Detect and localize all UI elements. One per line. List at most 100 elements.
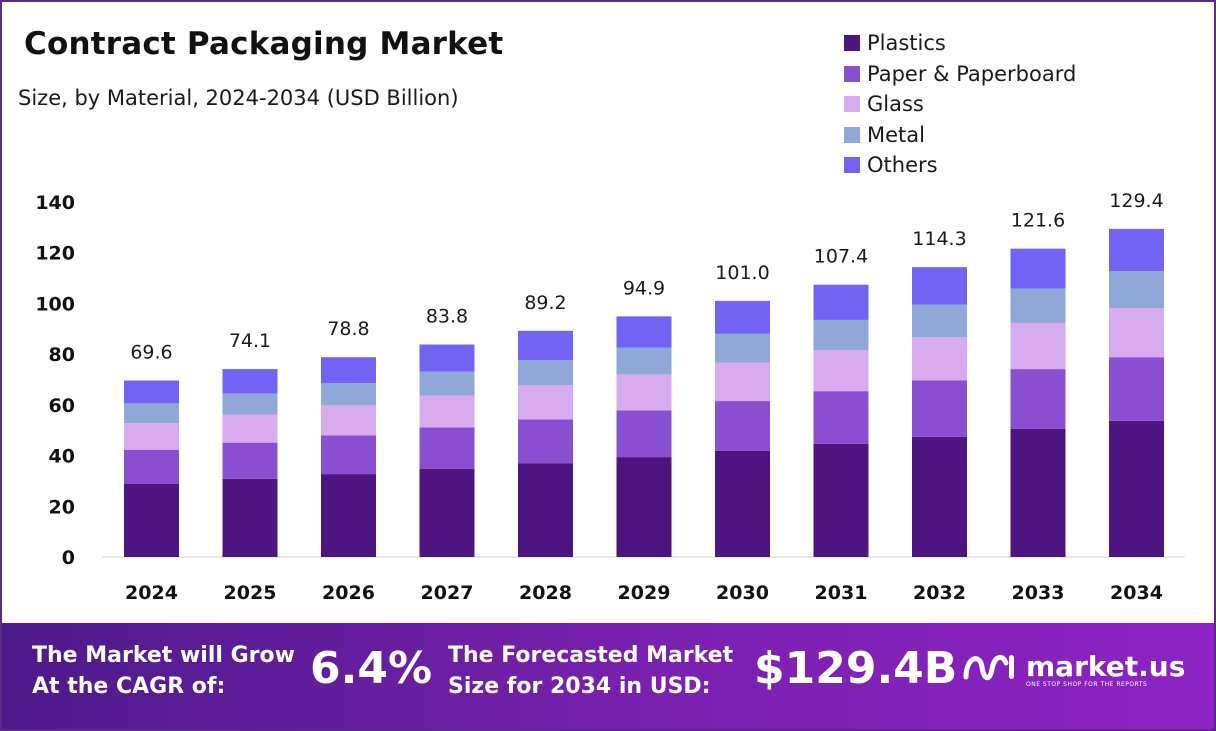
bar-segment bbox=[715, 450, 770, 557]
logo-tagline: ONE STOP SHOP FOR THE REPORTS bbox=[1026, 681, 1148, 688]
legend-label: Glass bbox=[867, 92, 924, 117]
chart-subtitle: Size, by Material, 2024-2034 (USD Billio… bbox=[18, 86, 459, 110]
bar-segment bbox=[912, 337, 967, 381]
bar-segment bbox=[419, 344, 475, 372]
bar-total-label: 121.6 bbox=[1011, 210, 1065, 232]
bar-segment bbox=[222, 478, 278, 557]
bar-segment bbox=[222, 414, 278, 443]
bar-segment bbox=[124, 423, 179, 450]
bar-segment bbox=[321, 383, 376, 406]
bar-total-label: 69.6 bbox=[130, 342, 172, 364]
bar-segment bbox=[321, 474, 376, 557]
y-tick-label: 40 bbox=[49, 446, 75, 468]
bar-segment bbox=[813, 284, 869, 320]
bar-segment bbox=[1010, 428, 1066, 557]
legend-item: Others bbox=[844, 150, 1076, 181]
y-tick-label: 60 bbox=[49, 395, 75, 417]
bar-segment bbox=[321, 357, 376, 384]
bar-segment bbox=[813, 319, 869, 351]
bar-segment bbox=[1109, 357, 1164, 421]
bar-segment bbox=[715, 333, 770, 363]
bar-segment bbox=[912, 304, 967, 338]
bar-total-label: 94.9 bbox=[623, 277, 665, 299]
bar-segment bbox=[813, 391, 869, 444]
cagr-value: 6.4% bbox=[310, 643, 433, 694]
bar-segment bbox=[616, 374, 672, 411]
bar-segment bbox=[616, 410, 672, 458]
y-tick-label: 0 bbox=[62, 547, 75, 569]
bar-segment bbox=[715, 401, 770, 451]
bar-segment bbox=[518, 419, 573, 464]
bar-total-label: 83.8 bbox=[426, 306, 468, 328]
x-tick-label: 2026 bbox=[322, 582, 375, 604]
bar-segment bbox=[518, 463, 573, 557]
legend-swatch bbox=[844, 157, 860, 174]
bar-segment bbox=[518, 330, 573, 360]
chart-title: Contract Packaging Market bbox=[24, 26, 504, 62]
bar-segment bbox=[518, 385, 573, 420]
bar-total-label: 101.0 bbox=[715, 262, 769, 284]
legend-label: Others bbox=[867, 153, 938, 178]
bar-segment bbox=[124, 449, 179, 484]
bar-segment bbox=[124, 483, 179, 557]
x-tick-label: 2030 bbox=[716, 582, 769, 604]
bar-segment bbox=[616, 457, 672, 557]
logo-name: market.us bbox=[1026, 650, 1186, 683]
x-tick-label: 2027 bbox=[421, 582, 474, 604]
bar-segment bbox=[419, 371, 475, 396]
bar-segment bbox=[715, 300, 770, 334]
summary-banner: The Market will Grow At the CAGR of: 6.4… bbox=[2, 623, 1214, 729]
bar-segment bbox=[912, 267, 967, 305]
legend: Plastics Paper & Paperboard Glass Metal Othe… bbox=[844, 28, 1076, 181]
bar-segment bbox=[1010, 248, 1066, 289]
bar-segment bbox=[813, 350, 869, 392]
y-tick-label: 20 bbox=[49, 496, 75, 518]
bar-total-label: 129.4 bbox=[1109, 190, 1163, 212]
y-tick-label: 120 bbox=[35, 243, 75, 265]
marketus-logo-icon bbox=[963, 654, 1014, 681]
bar-segment bbox=[124, 380, 179, 404]
x-tick-label: 2034 bbox=[1110, 582, 1163, 604]
bar-segment bbox=[124, 403, 179, 424]
bar-segment bbox=[1010, 288, 1066, 323]
forecast-value: $129.4B bbox=[754, 643, 958, 694]
bar-segment bbox=[1109, 307, 1164, 358]
bar-segment bbox=[321, 405, 376, 436]
bar-segment bbox=[1010, 322, 1066, 370]
x-tick-label: 2028 bbox=[519, 582, 572, 604]
bar-segment bbox=[222, 369, 278, 394]
legend-item: Plastics bbox=[844, 28, 1076, 59]
forecast-label-line1: The Forecasted Market bbox=[448, 643, 734, 668]
bar-total-label: 107.4 bbox=[814, 246, 868, 268]
bar-total-label: 74.1 bbox=[229, 330, 271, 352]
legend-label: Plastics bbox=[867, 31, 946, 56]
bar-segment bbox=[518, 359, 573, 386]
x-tick-label: 2032 bbox=[913, 582, 966, 604]
bar-segment bbox=[1109, 228, 1164, 272]
bar-segment bbox=[616, 316, 672, 348]
x-tick-label: 2029 bbox=[618, 582, 671, 604]
bar-segment bbox=[813, 443, 869, 557]
cagr-label-line1: The Market will Grow bbox=[32, 643, 295, 668]
cagr-label-line2: At the CAGR of: bbox=[32, 674, 226, 699]
y-tick-label: 100 bbox=[35, 293, 75, 315]
marketus-logo[interactable]: market.us ONE STOP SHOP FOR THE REPORTS bbox=[962, 647, 1186, 688]
y-tick-label: 80 bbox=[49, 344, 75, 366]
bar-segment bbox=[419, 468, 475, 557]
bar-segment bbox=[419, 395, 475, 428]
legend-swatch bbox=[844, 96, 860, 113]
bar-segment bbox=[912, 380, 967, 437]
bar-segment bbox=[321, 435, 376, 475]
bar-segment bbox=[1109, 271, 1164, 308]
bar-segment bbox=[419, 427, 475, 469]
legend-item: Metal bbox=[844, 120, 1076, 151]
bar-segment bbox=[715, 362, 770, 402]
legend-label: Metal bbox=[867, 122, 925, 147]
stacked-bar-chart: 0 20 40 60 80 100 120 140 69.6 2024 74.1 2025 78.8 20… bbox=[35, 190, 1185, 604]
x-tick-label: 2025 bbox=[224, 582, 277, 604]
legend-swatch bbox=[844, 65, 860, 82]
x-tick-label: 2024 bbox=[125, 582, 178, 604]
bar-total-label: 89.2 bbox=[524, 292, 566, 314]
bar-segment bbox=[1109, 420, 1164, 557]
